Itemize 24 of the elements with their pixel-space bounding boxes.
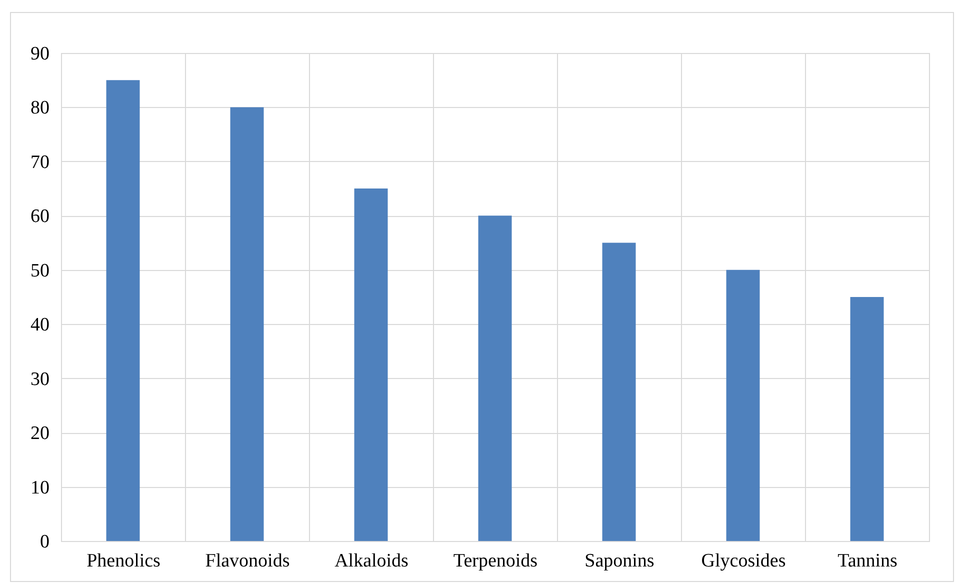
x-tick-label: Phenolics (86, 550, 160, 572)
x-tick-label: Saponins (584, 550, 654, 572)
x-tick-label: Tannins (838, 550, 898, 572)
y-tick-label: 10 (30, 477, 50, 498)
y-tick-label: 90 (30, 44, 50, 64)
y-tick-label: 20 (30, 423, 50, 444)
bar (850, 297, 884, 541)
bar (726, 270, 760, 541)
bar (478, 216, 512, 541)
bar (602, 242, 636, 541)
y-tick-label: 60 (30, 206, 50, 228)
x-tick-label: Terpenoids (453, 550, 538, 572)
bar (106, 80, 140, 541)
x-tick-label: Flavonoids (205, 550, 290, 572)
bar (230, 107, 264, 541)
y-tick-label: 50 (30, 260, 50, 282)
y-tick-label: 40 (30, 314, 50, 336)
y-tick-label: 30 (30, 368, 50, 390)
y-tick-label: 80 (30, 98, 50, 119)
bar (354, 188, 388, 541)
x-tick-label: Glycosides (701, 550, 786, 572)
y-tick-label: 70 (30, 152, 50, 173)
x-tick-label: Alkaloids (334, 550, 408, 572)
y-tick-label: 0 (40, 532, 50, 552)
